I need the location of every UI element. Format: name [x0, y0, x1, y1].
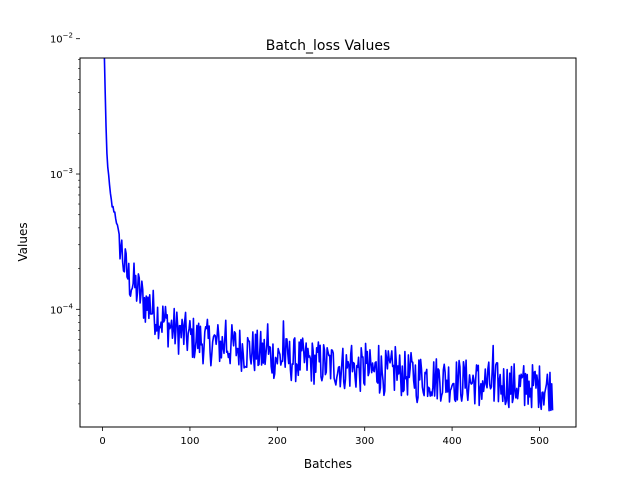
chart-title: Batch_loss Values	[266, 38, 390, 54]
x-axis-label: Batches	[304, 457, 352, 471]
x-tick-label: 300	[355, 436, 374, 447]
x-tick-label: 0	[99, 436, 105, 447]
x-axis-ticks: 0 100 200 300 400 500	[99, 427, 549, 447]
x-tick-label: 200	[268, 436, 287, 447]
y-axis-label: Values	[16, 222, 30, 261]
x-tick-label: 100	[180, 436, 199, 447]
x-tick-label: 500	[530, 436, 549, 447]
y-tick-label: 10−3	[50, 167, 73, 181]
plot-area	[79, 57, 577, 428]
series-group	[103, 58, 554, 412]
y-tick-label: 10−2	[50, 32, 73, 46]
x-tick-label: 400	[443, 436, 462, 447]
axes-frame	[79, 57, 577, 428]
series-line	[103, 58, 554, 412]
y-tick-label: 10−4	[50, 302, 74, 316]
y-axis-ticks: 10−4 10−3 10−2	[50, 32, 80, 405]
